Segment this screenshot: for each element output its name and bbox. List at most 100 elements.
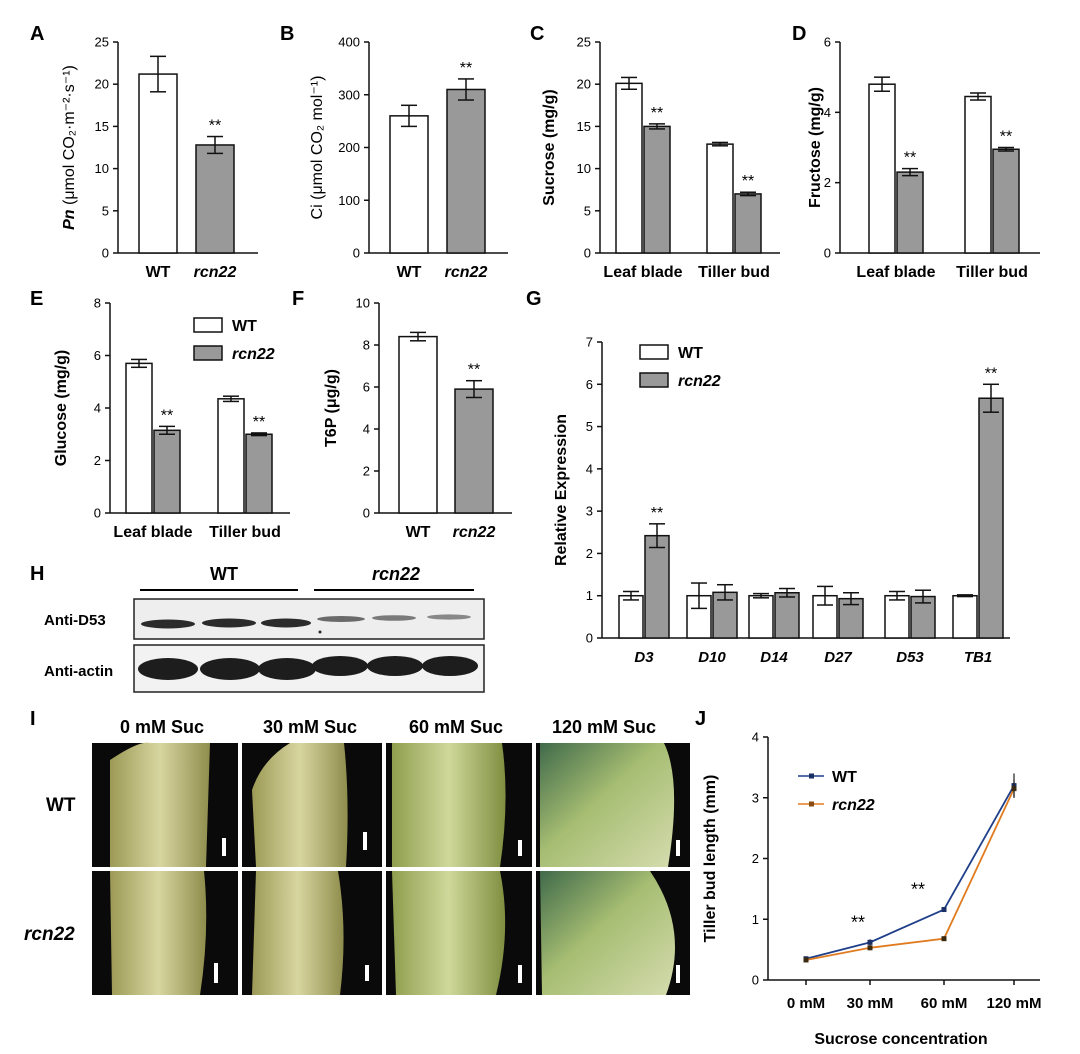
chart-d: 0 2 4 6 Fructose (mg/g) ** Leaf blade ** Tiller … [807, 35, 1040, 281]
chart-f: 0 2 4 6 8 10 T6P (μg/g) WT ** rcn22 [323, 296, 512, 541]
y-tick-label: 400 [338, 35, 360, 50]
y-tick-label: 6 [586, 377, 593, 392]
x-tick-label: WT [406, 524, 431, 541]
y-tick-label: 1 [752, 912, 759, 927]
bar-WT [389, 115, 429, 254]
panel-letter-e: E [30, 288, 43, 310]
legend-label: WT [678, 345, 703, 362]
significance-marker: ** [904, 150, 916, 167]
data-point [867, 945, 873, 951]
blot-group-label-wt: WT [210, 564, 238, 584]
band-d53-rcn22-3 [427, 614, 471, 620]
bar-WT-Tiller bud [964, 95, 992, 254]
y-axis-label: Pn (μmol CO₂·m⁻²·s⁻¹) [61, 65, 78, 230]
band-actin-wt-3 [258, 658, 316, 680]
bar-WT-Leaf blade [868, 83, 896, 254]
y-tick-label: 0 [584, 246, 591, 261]
panel-h-western-blot: WT rcn22 Anti-D53 Anti-actin [44, 564, 485, 693]
panel-letter-b: B [280, 23, 294, 45]
x-tick-label: Tiller bud [209, 524, 281, 541]
y-tick-label: 0 [102, 246, 109, 261]
legend-marker [809, 801, 814, 807]
y-tick-label: 4 [94, 401, 101, 416]
y-tick-label: 6 [94, 348, 101, 363]
panel-i-photos: 0 mM Suc 30 mM Suc 60 mM Suc 120 mM Suc … [24, 717, 690, 995]
y-tick-label: 5 [102, 203, 109, 218]
y-tick-label: 100 [338, 193, 360, 208]
x-tick-label: 30 mM [847, 995, 894, 1012]
x-tick-label: 0 mM [787, 995, 825, 1012]
bar-WT-Leaf blade [125, 362, 153, 514]
significance-marker: ** [468, 362, 480, 379]
x-tick-label: WT [146, 264, 171, 281]
photo-wt-0mm-bud [110, 742, 210, 867]
legend-swatch [193, 345, 223, 361]
band-d53-wt-1 [141, 619, 195, 629]
data-point [803, 957, 809, 963]
chart-b: 0 100 200 300 400 Ci (μmol CO₂ mol⁻¹) WT ** rcn2… [309, 35, 508, 281]
y-tick-label: 4 [586, 461, 593, 476]
photo-column-label-120: 120 mM Suc [552, 717, 656, 737]
y-tick-label: 5 [584, 203, 591, 218]
y-tick-label: 15 [95, 119, 109, 134]
photo-wt-30mm-bud [252, 743, 348, 867]
panel-letter-f: F [292, 288, 304, 310]
y-tick-label: 6 [824, 35, 831, 50]
photo-row-label-wt: WT [46, 795, 76, 816]
y-tick-label: 0 [586, 631, 593, 646]
y-tick-label: 0 [353, 246, 360, 261]
x-tick-label: D10 [698, 649, 726, 666]
chart-a: 0 5 10 15 20 25 Pn (μmol CO₂·m⁻²·s⁻¹) WT ** rcn22 [61, 35, 258, 281]
significance-marker: ** [911, 880, 925, 900]
blot-bands-actin [138, 656, 478, 680]
bar-WT-Tiller bud [706, 143, 734, 254]
bar-WT-TB1 [952, 594, 978, 639]
legend-label: rcn22 [832, 797, 875, 814]
band-actin-wt-2 [200, 658, 260, 680]
chart-c: 0 5 10 15 20 25 Sucrose (mg/g) ** Leaf blade ** Ti… [541, 35, 780, 281]
bar-WT [138, 73, 178, 254]
photo-wt-30mm-scalebar [363, 832, 367, 850]
y-tick-label: 0 [752, 973, 759, 988]
blot-row-label-actin: Anti-actin [44, 663, 113, 680]
x-tick-label: rcn22 [445, 264, 488, 281]
bar-WT-D14 [748, 594, 774, 639]
panel-letter-d: D [792, 23, 806, 45]
panel-letter-c: C [530, 23, 544, 45]
x-tick-label: Leaf blade [856, 264, 935, 281]
data-point [867, 939, 873, 945]
y-tick-label: 8 [94, 296, 101, 311]
y-tick-label: 4 [363, 422, 370, 437]
significance-marker: ** [460, 60, 472, 77]
band-actin-wt-1 [138, 658, 198, 680]
y-tick-label: 25 [577, 35, 591, 50]
band-d53-rcn22-1 [317, 616, 365, 622]
y-tick-label: 200 [338, 140, 360, 155]
significance-marker: ** [253, 414, 265, 431]
significance-marker: ** [742, 173, 754, 190]
photo-column-label-30: 30 mM Suc [263, 717, 357, 737]
photo-wt-120mm-scalebar [676, 840, 680, 856]
panel-letter-i: I [30, 708, 36, 730]
y-axis-label: Sucrose (mg/g) [541, 89, 558, 205]
blot-membrane-d53 [133, 598, 485, 640]
legend-label: rcn22 [678, 373, 721, 390]
bar-rcn22-D3 [644, 534, 670, 639]
y-tick-label: 3 [752, 790, 759, 805]
x-tick-label: D27 [824, 649, 852, 666]
y-tick-label: 10 [356, 296, 370, 311]
y-tick-label: 7 [586, 335, 593, 350]
photo-rcn22-60mm-bud [392, 871, 506, 995]
y-axis-label: Glucose (mg/g) [53, 350, 70, 466]
x-tick-label: rcn22 [194, 264, 237, 281]
y-tick-label: 10 [95, 161, 109, 176]
bar-WT [398, 335, 438, 514]
y-tick-label: 0 [363, 506, 370, 521]
bar-rcn22-Tiller bud [245, 433, 273, 514]
bar-rcn22-Leaf blade [153, 429, 181, 514]
y-tick-label: 2 [752, 851, 759, 866]
significance-marker: ** [209, 118, 221, 135]
chart-e: 0 2 4 6 8 Glucose (mg/g) ** Leaf blade ** Tiller … [53, 296, 290, 541]
panel-letter-h: H [30, 563, 44, 585]
